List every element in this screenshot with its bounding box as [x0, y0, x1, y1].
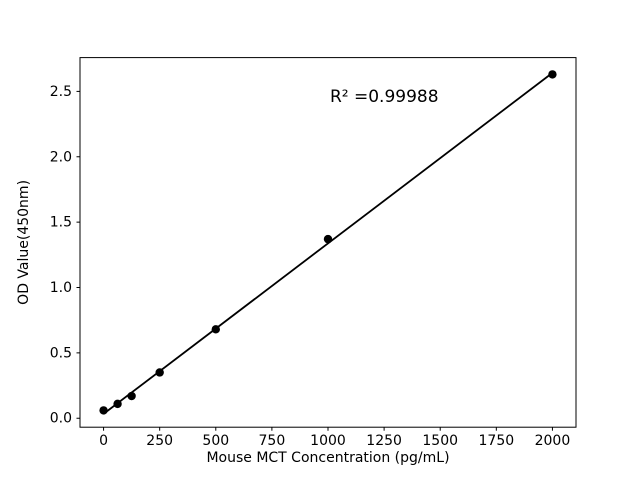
x-tick-label: 1500: [422, 433, 458, 449]
data-point: [211, 325, 220, 334]
fit-line: [103, 72, 553, 415]
data-point: [155, 368, 164, 377]
x-tick-label: 1750: [479, 433, 515, 449]
x-axis-label: Mouse MCT Concentration (pg/mL): [206, 450, 449, 466]
y-tick-label: 0.5: [50, 345, 72, 361]
y-tick-label: 2.0: [50, 149, 72, 165]
x-tick-label: 0: [99, 433, 108, 449]
x-tick-label: 2000: [535, 433, 571, 449]
plot-border: [79, 57, 577, 428]
data-point: [99, 406, 108, 415]
x-tick-label: 1250: [366, 433, 402, 449]
x-tick-label: 750: [259, 433, 286, 449]
y-tick-label: 2.5: [50, 84, 72, 100]
x-tick-label: 500: [202, 433, 229, 449]
data-point: [113, 399, 122, 409]
data-point: [127, 391, 136, 401]
data-point: [323, 234, 333, 244]
data-point: [548, 70, 557, 79]
r-squared-annotation: R² =0.99988: [330, 87, 439, 107]
x-tick-label: 1000: [310, 433, 346, 449]
y-tick-label: 0.0: [50, 411, 72, 427]
y-tick-label: 1.0: [50, 280, 72, 296]
plot-area: 0 250 500 750 1000 1250 1500 1750 2000 0.0 0.5 1.0 1…: [50, 57, 577, 449]
y-axis-label: OD Value(450nm): [16, 180, 32, 305]
y-tick-label: 1.5: [50, 215, 72, 231]
x-tick-label: 250: [146, 433, 173, 449]
